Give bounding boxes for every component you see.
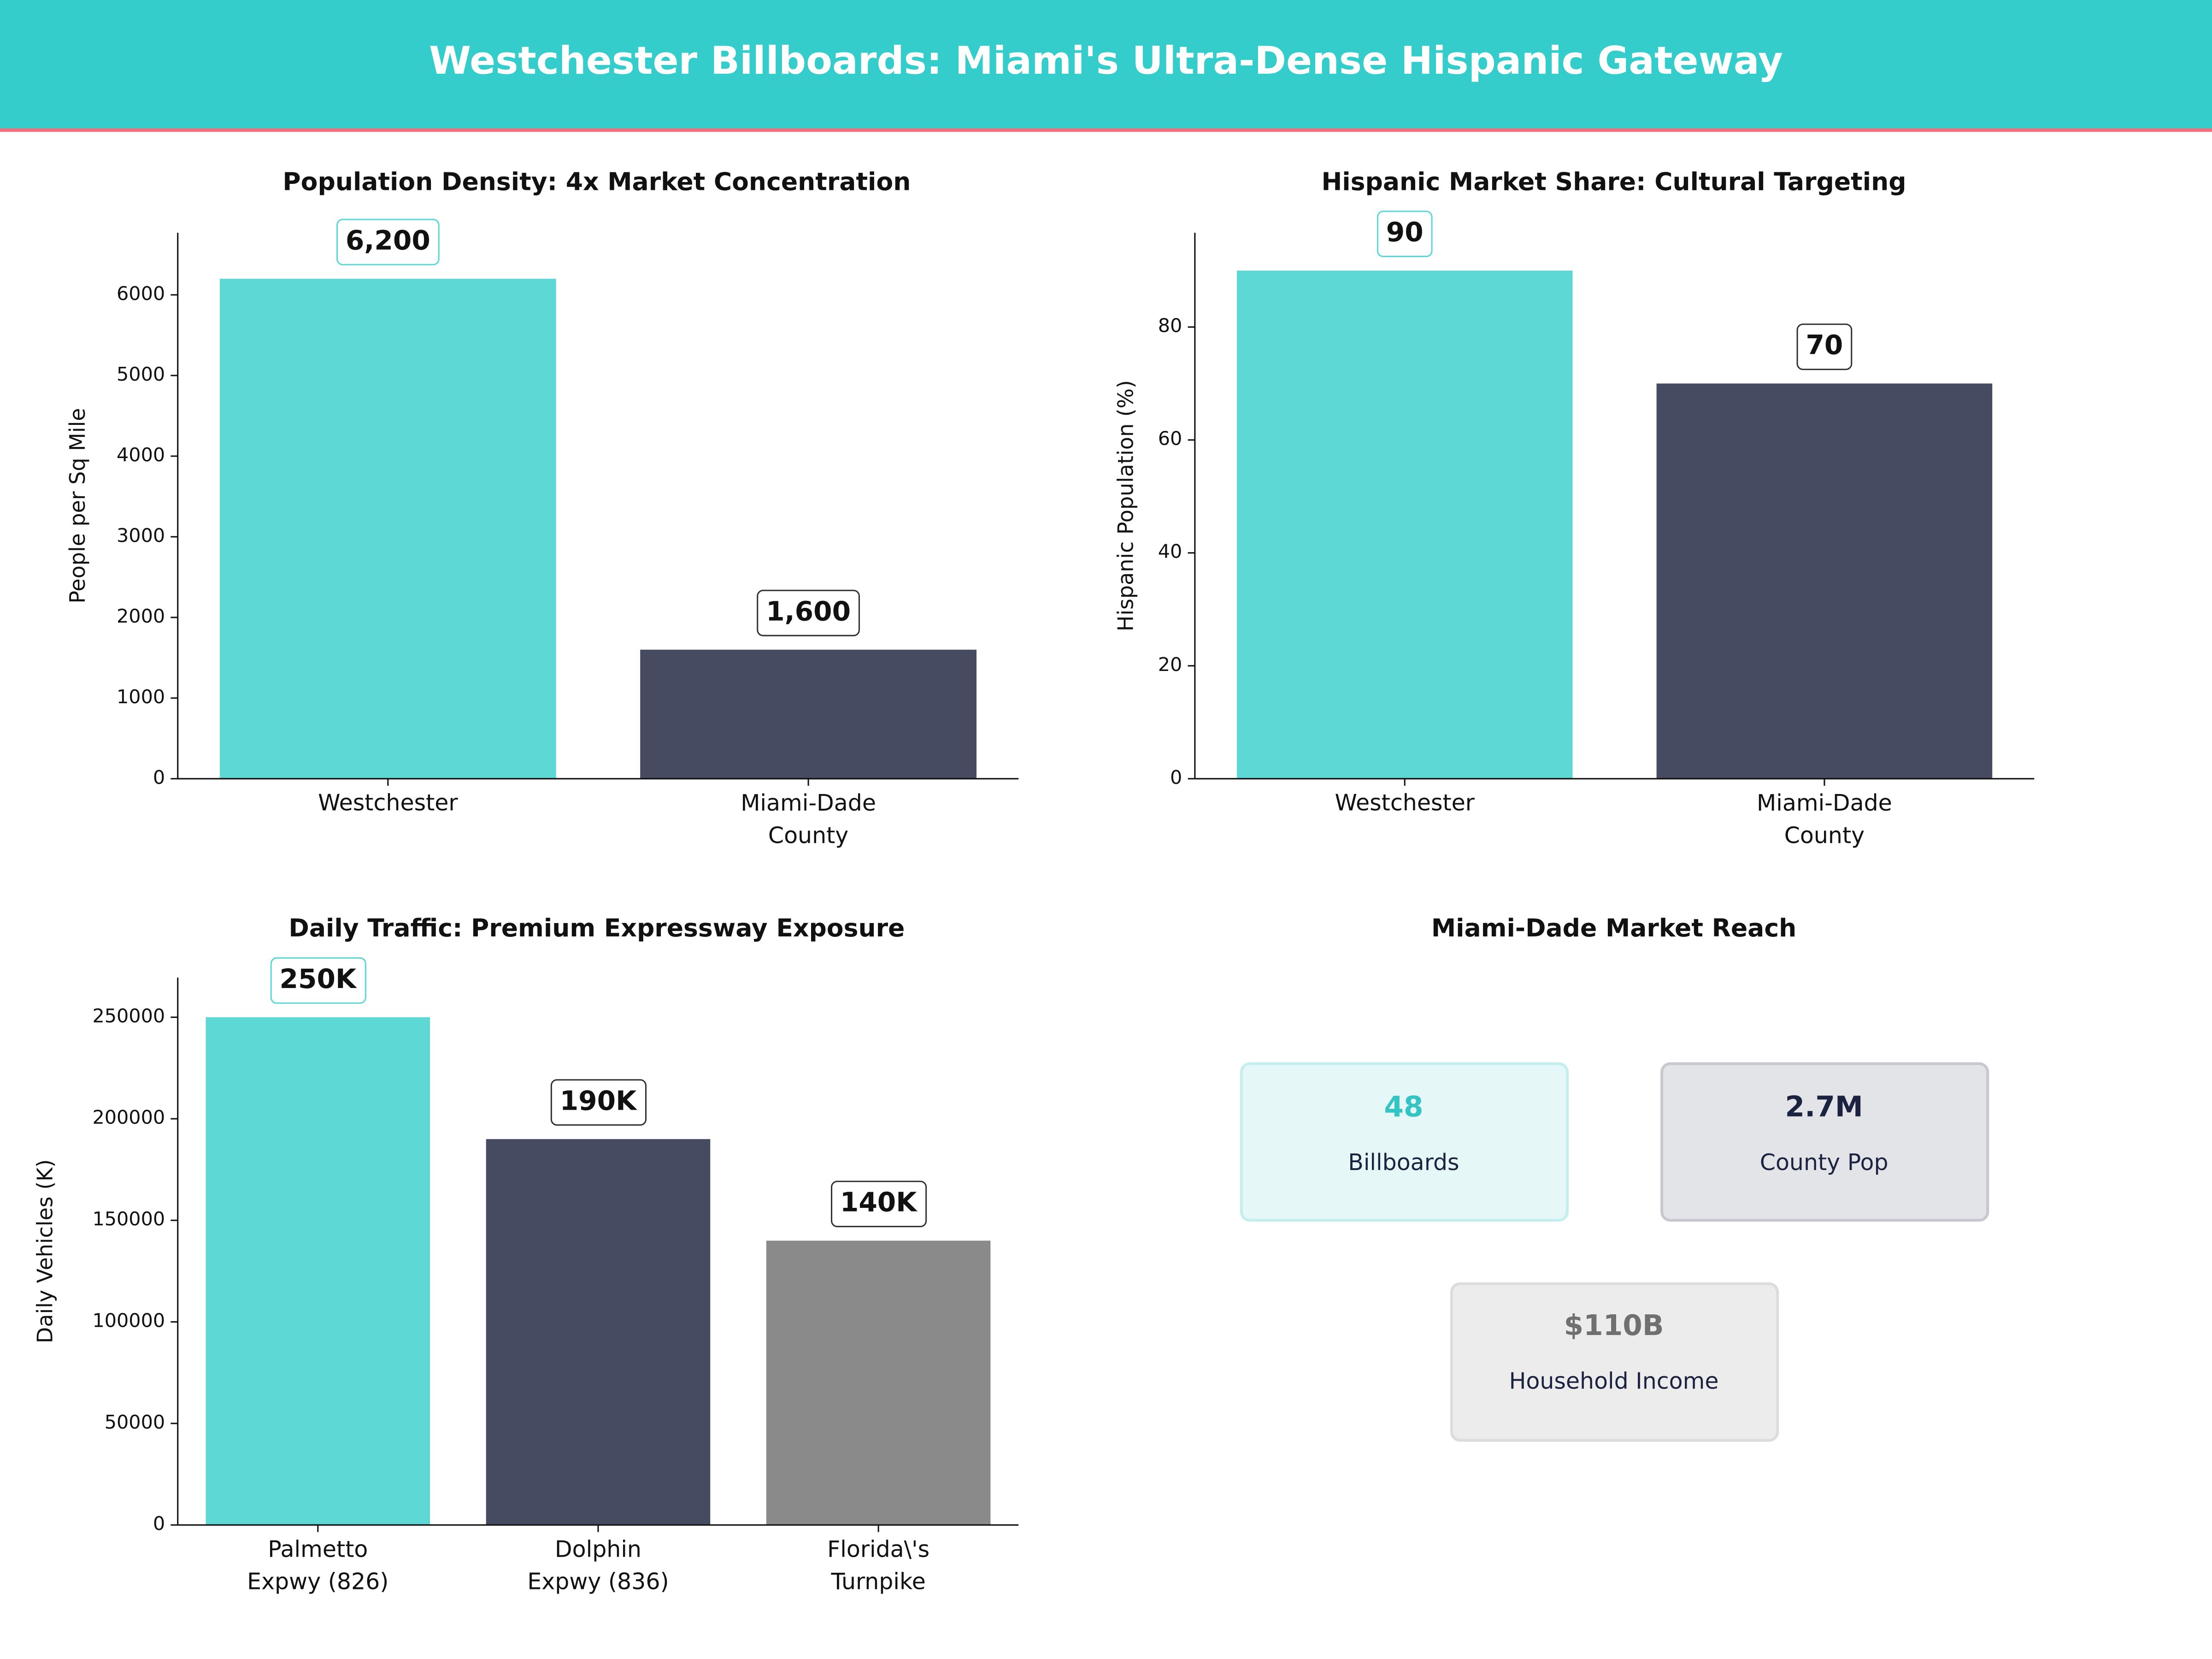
value-label-box	[1796, 324, 1853, 371]
bar	[206, 1017, 430, 1525]
y-tick-label: 150000	[92, 1208, 165, 1230]
value-label: 1,600	[766, 595, 851, 627]
x-tick-label: Florida\'s Turnpike	[827, 1536, 930, 1594]
value-label-box	[270, 957, 366, 1004]
kpi-label: Household Income	[1509, 1368, 1719, 1394]
y-tick-label: 50000	[105, 1411, 165, 1433]
x-tick-label: Palmetto Expwy (826)	[247, 1536, 388, 1594]
header-rule	[0, 128, 2212, 132]
bar	[640, 649, 977, 779]
value-label-box	[1377, 211, 1433, 258]
kpi-value: 48	[1384, 1091, 1423, 1124]
y-tick-label: 250000	[92, 1005, 165, 1027]
y-tick-label: 2000	[117, 605, 165, 627]
y-axis-title: People per Sq Mile	[65, 408, 90, 603]
kpi-label: County Pop	[1760, 1149, 1888, 1176]
value-label: 140K	[840, 1187, 918, 1218]
value-label-box	[757, 589, 860, 636]
bar	[219, 278, 556, 779]
y-tick-label: 5000	[117, 363, 165, 385]
chart-title: Hispanic Market Share: Cultural Targetin…	[1321, 167, 1906, 196]
y-tick-label: 0	[153, 1512, 165, 1535]
y-tick-label: 0	[153, 766, 165, 788]
value-label: 190K	[560, 1085, 637, 1116]
bar	[766, 1241, 991, 1525]
y-tick-label: 1000	[117, 686, 165, 708]
header-bar	[0, 0, 2212, 130]
kpi-value: 2.7M	[1785, 1091, 1863, 1124]
kpi-value: $110B	[1564, 1309, 1664, 1342]
bar	[1656, 383, 1993, 779]
y-tick-label: 20	[1158, 653, 1182, 676]
kpi-label: Billboards	[1348, 1149, 1459, 1176]
x-tick-label: Miami-Dade County	[741, 789, 876, 848]
y-tick-label: 100000	[92, 1309, 165, 1331]
value-label: 70	[1806, 329, 1843, 361]
value-label: 6,200	[346, 224, 430, 256]
kpi-card	[1660, 1062, 1989, 1222]
x-tick-label: Dolphin Expwy (836)	[527, 1536, 669, 1594]
y-tick-label: 3000	[117, 524, 165, 547]
value-label-box	[830, 1181, 927, 1228]
y-tick-label: 40	[1158, 541, 1182, 563]
page-title: Westchester Billboards: Miami's Ultra-De…	[429, 39, 1783, 83]
y-tick-label: 200000	[92, 1106, 165, 1129]
y-tick-label: 4000	[117, 444, 165, 466]
x-tick-label: Westchester	[1335, 789, 1475, 816]
y-axis-title: Hispanic Population (%)	[1113, 380, 1138, 631]
y-tick-label: 6000	[117, 282, 165, 305]
y-tick-label: 0	[1170, 766, 1182, 788]
value-label-box	[336, 218, 440, 265]
x-tick-label: Westchester	[318, 789, 458, 816]
value-label: 250K	[280, 963, 357, 994]
value-label-box	[550, 1079, 647, 1126]
y-tick-label: 80	[1158, 315, 1182, 337]
bar	[486, 1139, 711, 1525]
value-label: 90	[1386, 217, 1424, 248]
kpi-card	[1240, 1062, 1569, 1222]
y-axis-title: Daily Vehicles (K)	[33, 1159, 58, 1343]
x-tick-label: Miami-Dade County	[1757, 789, 1892, 848]
y-tick-label: 60	[1158, 428, 1182, 450]
chart-title: Daily Traffic: Premium Expressway Exposu…	[288, 913, 905, 942]
kpi-title: Miami-Dade Market Reach	[1431, 913, 1796, 942]
chart-title: Population Density: 4x Market Concentrat…	[282, 167, 911, 196]
bar	[1236, 271, 1573, 779]
kpi-card	[1450, 1282, 1779, 1442]
